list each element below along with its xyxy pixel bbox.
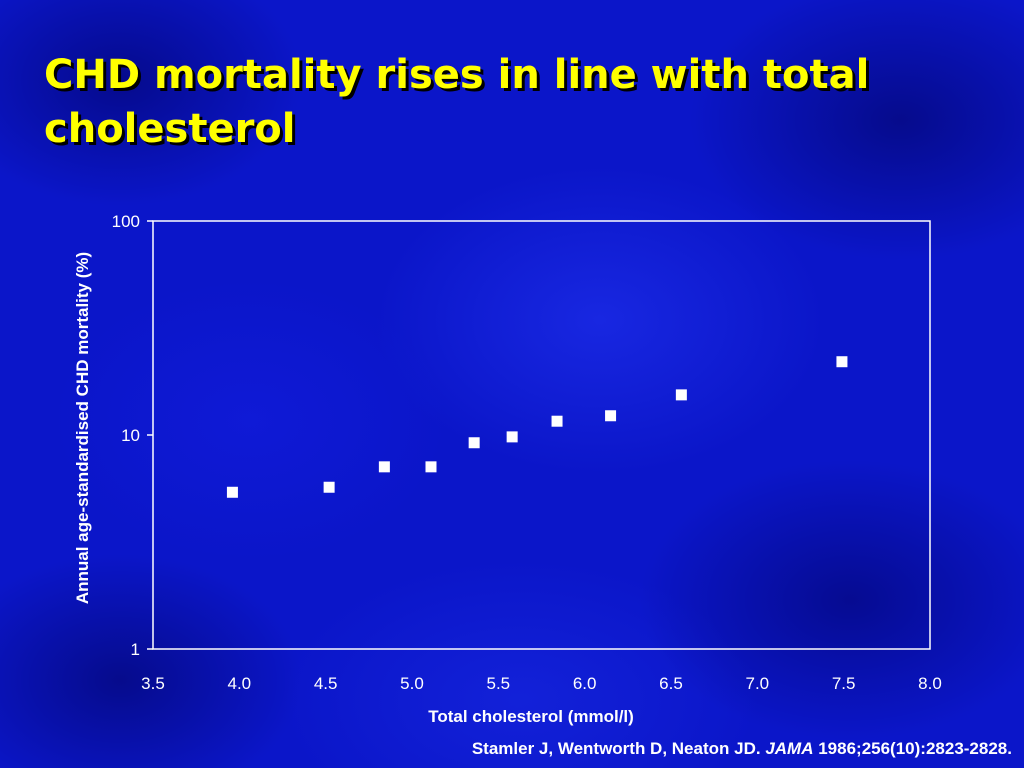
- data-point: [836, 356, 848, 368]
- y-tick-label: 1: [131, 640, 140, 659]
- data-points: [226, 356, 848, 498]
- data-point: [551, 415, 563, 427]
- x-tick-label: 7.0: [746, 674, 770, 693]
- y-axis-ticks: 1 10 100: [112, 212, 153, 659]
- x-axis-ticks: 3.5 4.0 4.5 5.0 5.5 6.0 6.5 7.0 7.5 8.0: [141, 674, 942, 693]
- data-point: [378, 461, 390, 473]
- y-axis-label: Annual age-standardised CHD mortality (%…: [73, 252, 92, 604]
- data-point: [605, 410, 617, 422]
- y-tick-label: 100: [112, 212, 140, 231]
- citation: Stamler J, Wentworth D, Neaton JD. JAMA …: [472, 739, 1012, 759]
- slide-title: CHD mortality rises in line with total c…: [44, 52, 870, 152]
- data-point: [425, 461, 437, 473]
- citation-journal: JAMA: [765, 739, 814, 758]
- x-tick-label: 5.5: [487, 674, 511, 693]
- x-tick-label: 7.5: [832, 674, 856, 693]
- y-tick-label: 10: [121, 426, 140, 445]
- data-point: [468, 437, 480, 449]
- citation-authors: Stamler J, Wentworth D, Neaton JD.: [471, 739, 761, 758]
- x-tick-label: 3.5: [141, 674, 165, 693]
- data-point: [506, 431, 518, 443]
- x-tick-label: 8.0: [918, 674, 942, 693]
- plot-area: [152, 220, 931, 650]
- x-tick-label: 5.0: [400, 674, 424, 693]
- citation-end: .: [1007, 739, 1012, 758]
- x-tick-label: 4.5: [314, 674, 338, 693]
- x-tick-label: 6.0: [573, 674, 597, 693]
- citation-reference: 1986;256(10):2823-2828: [818, 739, 1008, 758]
- data-point: [675, 389, 687, 401]
- x-tick-label: 6.5: [659, 674, 683, 693]
- data-point: [226, 486, 238, 498]
- x-axis-label: Total cholesterol (mmol/l): [428, 707, 634, 726]
- data-point: [323, 481, 335, 493]
- x-tick-label: 4.0: [228, 674, 252, 693]
